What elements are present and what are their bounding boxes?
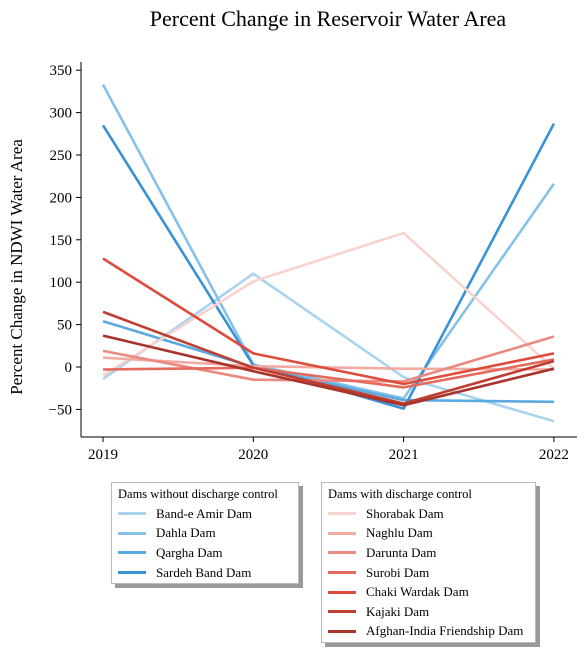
legend-swatch: [328, 531, 356, 535]
legend-swatch: [118, 512, 146, 516]
legend-label: Darunta Dam: [366, 544, 437, 560]
legend-swatch: [118, 571, 146, 575]
legend-swatch: [328, 610, 356, 614]
legend-label: Sardeh Band Dam: [156, 564, 252, 580]
legend-swatch: [328, 571, 356, 575]
y-tick-label: 250: [50, 148, 73, 164]
x-tick-label: 2021: [389, 447, 419, 463]
legend-swatch: [328, 590, 356, 594]
x-tick-label: 2022: [539, 447, 569, 463]
legend-label: Chaki Wardak Dam: [366, 584, 469, 600]
legend-item: Darunta Dam: [328, 543, 529, 563]
legend-label: Naghlu Dam: [366, 525, 433, 541]
legend-swatch: [118, 551, 146, 555]
y-axis-label: Percent Change in NDWI Water Area: [7, 139, 26, 395]
series-line-band-e-amir-dam: [102, 272, 555, 423]
legend-item: Shorabak Dam: [328, 504, 529, 524]
legend-swatch: [328, 629, 356, 633]
legend-label: Afghan-India Friendship Dam: [366, 623, 524, 639]
series-line-darunta-dam: [102, 335, 555, 383]
series-line-shorabak-dam: [102, 231, 555, 377]
series-line-surobi-dam: [102, 358, 555, 389]
series-line-qargha-dam: [102, 319, 554, 404]
y-tick-label: 50: [57, 318, 72, 334]
legend-item: Sardeh Band Dam: [118, 563, 292, 583]
series-line-chaki-wardak-dam: [102, 257, 555, 386]
legend-title: Dams with discharge control: [328, 487, 472, 501]
legend-item: Qargha Dam: [118, 543, 292, 563]
y-tick-label: −50: [49, 402, 72, 418]
y-tick-label: 200: [50, 190, 73, 206]
x-tick-label: 2019: [88, 447, 118, 463]
legend-label: Kajaki Dam: [366, 603, 430, 619]
legend-swatch: [118, 531, 146, 535]
legend-label: Dahla Dam: [156, 525, 216, 541]
legend-label: Qargha Dam: [156, 544, 223, 560]
legend-without-discharge-control: Dams without discharge control Band-e Am…: [111, 482, 299, 584]
y-tick-label: 350: [50, 63, 73, 79]
y-tick-label: 300: [50, 106, 73, 122]
legend-item: Naghlu Dam: [328, 524, 529, 544]
legend-label: Band-e Amir Dam: [156, 505, 253, 521]
y-tick-label: 0: [65, 360, 73, 376]
legend-swatch: [328, 512, 356, 516]
legend-title: Dams without discharge control: [118, 487, 278, 501]
series-line-afghan-india-friendship-dam: [102, 334, 555, 407]
legend-item: Chaki Wardak Dam: [328, 582, 529, 602]
legend-with-discharge-control: Dams with discharge control Shorabak Dam…: [321, 482, 536, 643]
legend-item: Kajaki Dam: [328, 602, 529, 622]
y-tick-label: 150: [50, 233, 73, 249]
legend-label: Shorabak Dam: [366, 505, 444, 521]
legend-item: Band-e Amir Dam: [118, 504, 292, 524]
legend-item: Afghan-India Friendship Dam: [328, 622, 529, 642]
legend-swatch: [328, 551, 356, 555]
y-tick-label: 100: [50, 275, 73, 291]
chart-title: Percent Change in Reservoir Water Area: [150, 6, 507, 31]
legend-item: Surobi Dam: [328, 563, 529, 583]
legend-label: Surobi Dam: [366, 564, 430, 580]
series-line-kajaki-dam: [102, 310, 555, 405]
legend-item: Dahla Dam: [118, 524, 292, 544]
x-tick-label: 2020: [238, 447, 268, 463]
